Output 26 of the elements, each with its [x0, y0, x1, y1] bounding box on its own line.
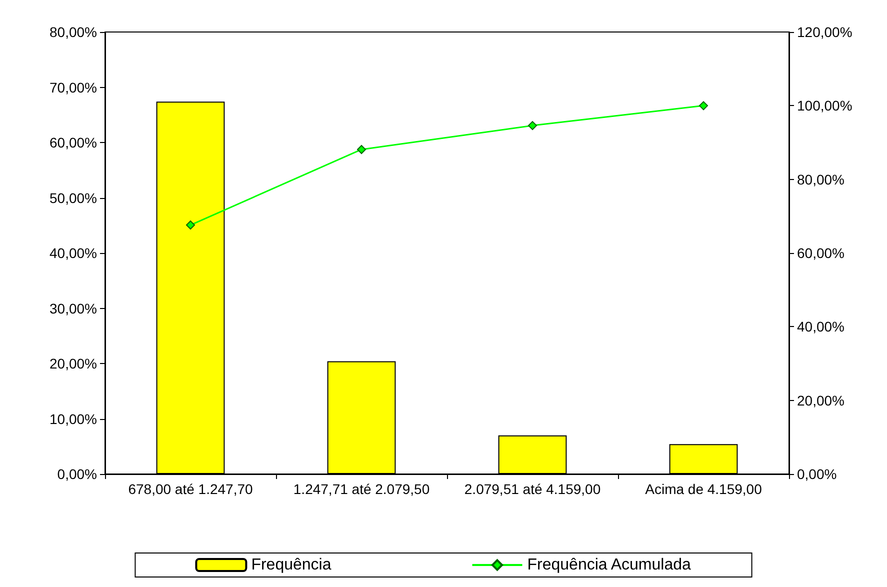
x-tick-label: 1.247,71 até 2.079,50	[293, 481, 430, 497]
y-tick-label: 30,00%	[50, 300, 97, 316]
y-tick-label: 40,00%	[50, 245, 97, 261]
y2-tick-label: 20,00%	[797, 392, 844, 408]
point	[528, 121, 537, 130]
point	[186, 220, 195, 230]
point	[699, 101, 708, 110]
x-tick-label: Acima de 4.159,00	[645, 481, 762, 497]
y-tick-label: 80,00%	[50, 24, 97, 40]
y-tick-label: 50,00%	[50, 190, 97, 206]
x-tick-label: 2.079,51 até 4.159,00	[464, 481, 601, 497]
y2-tick-label: 60,00%	[797, 245, 844, 261]
y-tick-label: 0,00%	[57, 466, 97, 482]
y-tick-label: 70,00%	[50, 79, 97, 96]
legend-label: Frequência Acumulada	[527, 556, 692, 574]
y-tick-label: 10,00%	[50, 410, 97, 427]
y2-tick-label: 120,00%	[797, 24, 852, 40]
legend-label: Frequência	[251, 556, 332, 574]
y2-tick-label: 80,00%	[797, 171, 844, 188]
y-tick-label: 20,00%	[50, 356, 97, 372]
x-tick-label: 678,00 até 1.247,70	[128, 481, 253, 497]
y2-tick-label: 0,00%	[797, 466, 837, 482]
y-tick-label: 60,00%	[50, 134, 97, 150]
y2-tick-label: 40,00%	[797, 318, 844, 335]
point	[357, 145, 366, 154]
y2-tick-label: 100,00%	[797, 98, 852, 114]
